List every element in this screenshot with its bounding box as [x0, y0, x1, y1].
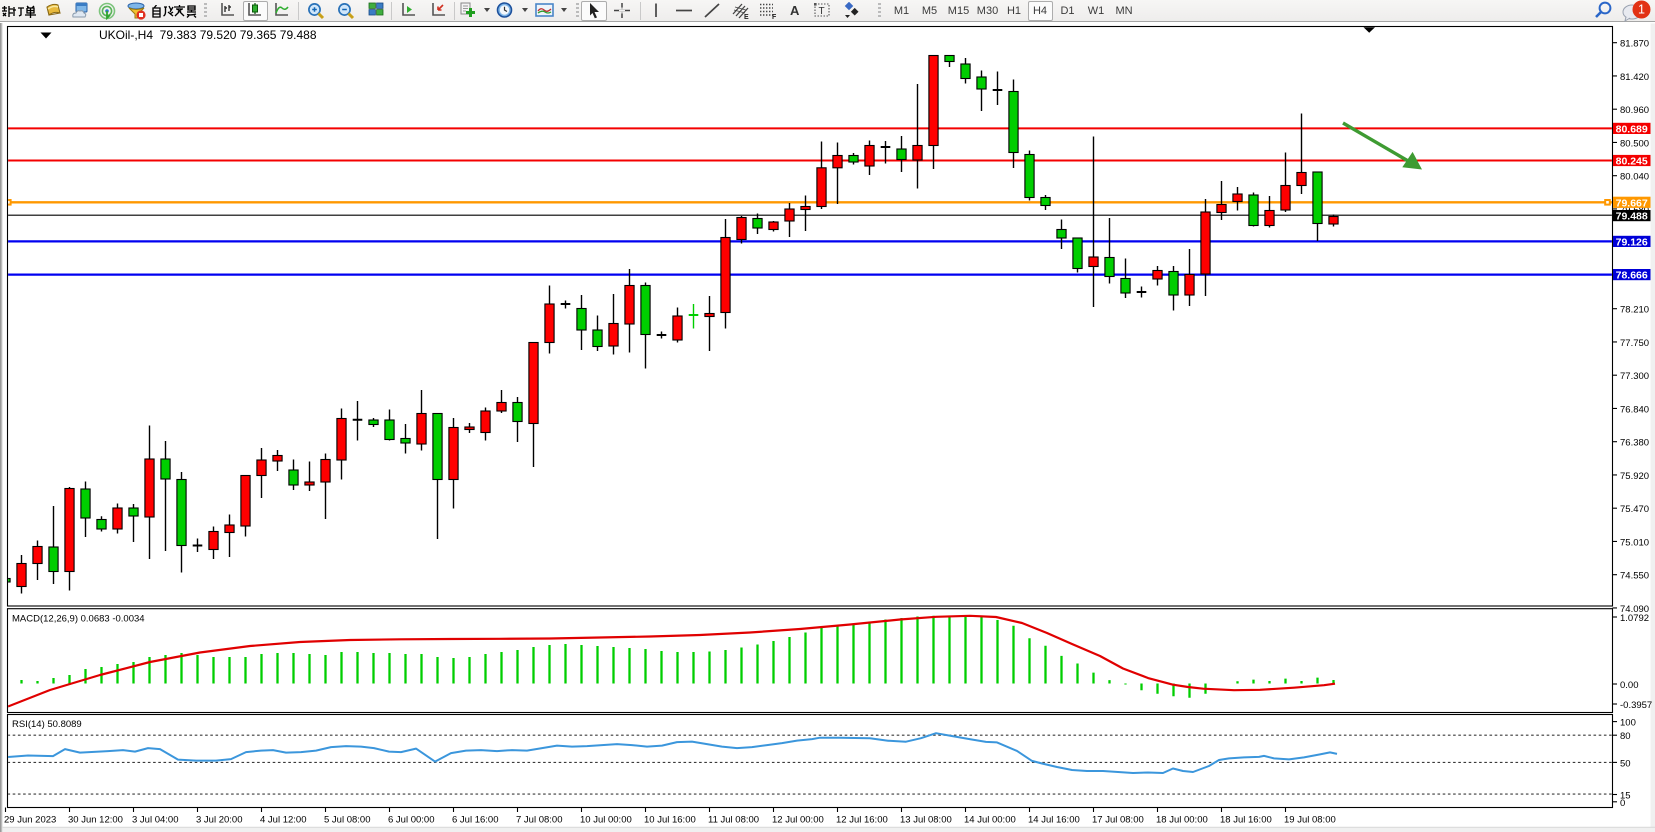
- svg-text:80.040: 80.040: [1620, 172, 1649, 183]
- svg-text:81.870: 81.870: [1620, 39, 1649, 50]
- svg-text:MACD(12,26,9) 0.0683 -0.0034: MACD(12,26,9) 0.0683 -0.0034: [12, 614, 145, 625]
- svg-text:6 Jul 00:00: 6 Jul 00:00: [388, 815, 434, 826]
- svg-text:78.666: 78.666: [1616, 270, 1648, 282]
- svg-text:74.090: 74.090: [1620, 604, 1649, 615]
- svg-text:79.126: 79.126: [1616, 236, 1648, 248]
- svg-text:80.245: 80.245: [1616, 156, 1648, 168]
- svg-text:4 Jul 12:00: 4 Jul 12:00: [260, 815, 306, 826]
- svg-text:15: 15: [1620, 791, 1631, 802]
- svg-text:3 Jul 20:00: 3 Jul 20:00: [196, 815, 242, 826]
- svg-text:77.750: 77.750: [1620, 338, 1649, 349]
- svg-text:19 Jul 08:00: 19 Jul 08:00: [1284, 815, 1336, 826]
- svg-text:F: F: [772, 14, 777, 20]
- svg-text:50: 50: [1620, 758, 1631, 769]
- svg-text:18 Jul 16:00: 18 Jul 16:00: [1220, 815, 1272, 826]
- svg-text:7 Jul 08:00: 7 Jul 08:00: [516, 815, 562, 826]
- svg-text:5 Jul 08:00: 5 Jul 08:00: [324, 815, 370, 826]
- svg-text:80.500: 80.500: [1620, 138, 1649, 149]
- svg-text:E: E: [744, 14, 749, 20]
- svg-text:13 Jul 08:00: 13 Jul 08:00: [900, 815, 952, 826]
- svg-text:76.840: 76.840: [1620, 404, 1649, 415]
- svg-text:14 Jul 16:00: 14 Jul 16:00: [1028, 815, 1080, 826]
- svg-text:81.420: 81.420: [1620, 72, 1649, 83]
- svg-text:T: T: [819, 6, 825, 17]
- svg-text:100: 100: [1620, 718, 1636, 729]
- svg-text:80.689: 80.689: [1616, 123, 1648, 135]
- svg-text:75.010: 75.010: [1620, 537, 1649, 548]
- svg-text:77.300: 77.300: [1620, 371, 1649, 382]
- svg-text:76.380: 76.380: [1620, 438, 1649, 449]
- svg-text:18 Jul 00:00: 18 Jul 00:00: [1156, 815, 1208, 826]
- svg-text:79.488: 79.488: [1616, 211, 1648, 223]
- svg-text:1: 1: [1638, 3, 1645, 17]
- svg-text:10 Jul 16:00: 10 Jul 16:00: [644, 815, 696, 826]
- svg-text:74.550: 74.550: [1620, 571, 1649, 582]
- svg-text:-0.3957: -0.3957: [1620, 700, 1652, 711]
- svg-text:RSI(14) 50.8089: RSI(14) 50.8089: [12, 719, 82, 730]
- svg-text:1.0792: 1.0792: [1620, 613, 1649, 624]
- svg-text:12 Jul 16:00: 12 Jul 16:00: [836, 815, 888, 826]
- svg-text:10 Jul 00:00: 10 Jul 00:00: [580, 815, 632, 826]
- svg-text:12 Jul 00:00: 12 Jul 00:00: [772, 815, 824, 826]
- svg-text:75.470: 75.470: [1620, 504, 1649, 515]
- svg-text:80.960: 80.960: [1620, 105, 1649, 116]
- svg-text:78.210: 78.210: [1620, 305, 1649, 316]
- svg-text:14 Jul 00:00: 14 Jul 00:00: [964, 815, 1016, 826]
- svg-text:80: 80: [1620, 731, 1631, 742]
- svg-text:6 Jul 16:00: 6 Jul 16:00: [452, 815, 498, 826]
- svg-text:17 Jul 08:00: 17 Jul 08:00: [1092, 815, 1144, 826]
- svg-text:0: 0: [1620, 798, 1625, 809]
- svg-text:11 Jul 08:00: 11 Jul 08:00: [708, 815, 759, 826]
- svg-text:30 Jun 12:00: 30 Jun 12:00: [68, 815, 123, 826]
- svg-text:75.920: 75.920: [1620, 471, 1649, 482]
- svg-text:3 Jul 04:00: 3 Jul 04:00: [132, 815, 178, 826]
- svg-text:UKOil-,H4 79.383 79.520 79.36: UKOil-,H4 79.383 79.520 79.365 79.488: [99, 28, 317, 42]
- svg-text:0.00: 0.00: [1620, 680, 1639, 691]
- svg-text:79.667: 79.667: [1616, 197, 1648, 209]
- svg-text:29 Jun 2023: 29 Jun 2023: [4, 815, 56, 826]
